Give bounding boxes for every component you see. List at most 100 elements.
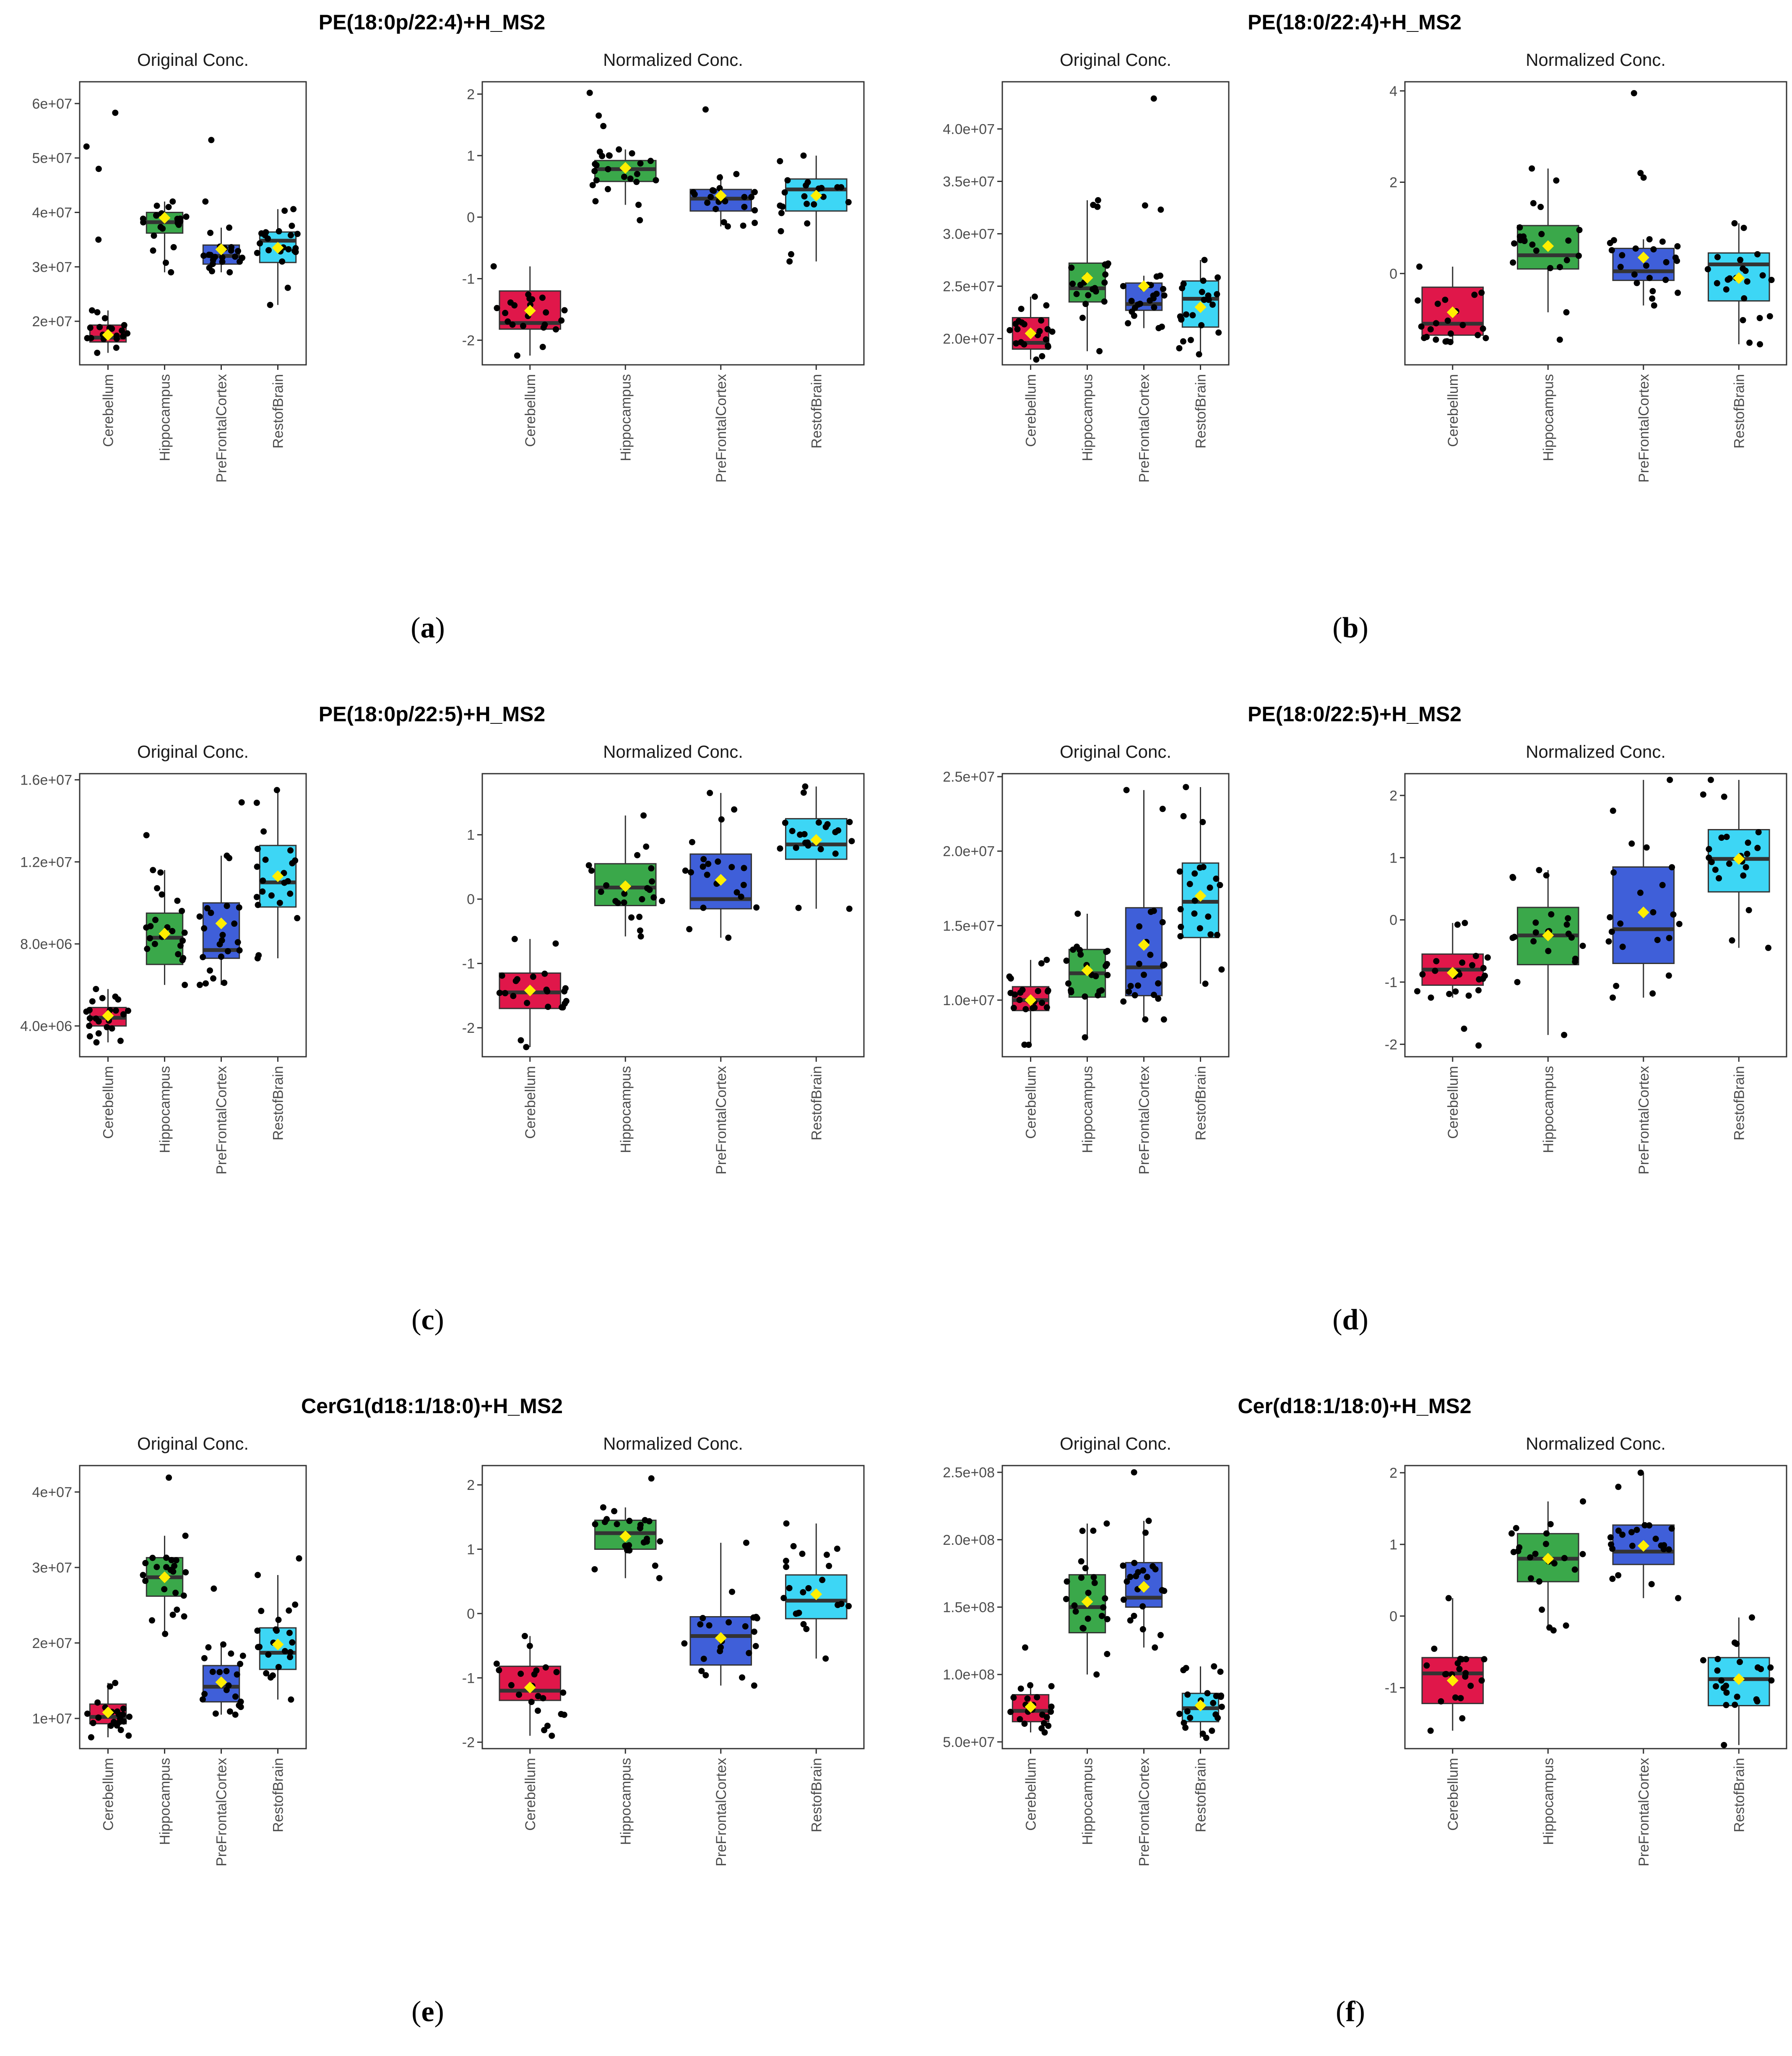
y-tick-label: 1 (1389, 850, 1397, 866)
data-point (700, 856, 707, 863)
data-point (1608, 247, 1615, 254)
data-point (153, 1564, 160, 1570)
data-point (1176, 868, 1183, 875)
data-point (800, 1589, 806, 1596)
data-point (208, 268, 215, 275)
data-point (1145, 1518, 1152, 1524)
x-tick-label: Cerebellum (1023, 1758, 1039, 1831)
data-point (1152, 1644, 1158, 1651)
data-point (741, 865, 747, 871)
data-point (1667, 777, 1673, 783)
data-point (237, 1661, 244, 1667)
data-point (1652, 1536, 1659, 1542)
data-point (1199, 819, 1206, 825)
panel-frame (1001, 1465, 1230, 1749)
data-point (157, 224, 164, 230)
data-point (728, 864, 735, 871)
data-point (1085, 1615, 1091, 1622)
mean-marker (102, 1010, 114, 1022)
data-point (1160, 1016, 1167, 1023)
data-point (1619, 944, 1626, 950)
data-point (1445, 1595, 1452, 1601)
panel-normalized: Normalized Conc. -2 -1 0 1 2 Cerebellum Hippoca… (462, 1434, 865, 1866)
data-point (647, 158, 654, 164)
data-point (1765, 944, 1771, 951)
x-tick-label: Hippocampus (618, 374, 634, 461)
data-point (795, 905, 802, 911)
x-tick-label: RestofBrain (1193, 374, 1209, 449)
data-point (1180, 281, 1187, 287)
data-point (224, 853, 230, 859)
mean-marker (1637, 906, 1649, 918)
data-point (603, 882, 610, 889)
data-point (600, 1504, 606, 1511)
data-point (290, 206, 297, 213)
data-point (593, 162, 600, 169)
data-point (94, 349, 101, 356)
data-point (706, 1622, 713, 1629)
data-point (1532, 1550, 1539, 1557)
data-point (543, 309, 549, 316)
data-point (1659, 882, 1666, 889)
data-point (207, 252, 214, 258)
data-point (778, 228, 784, 234)
data-point (1514, 979, 1521, 985)
data-point (89, 998, 96, 1005)
data-point (279, 258, 286, 265)
data-point (1713, 1683, 1719, 1690)
data-point (1480, 325, 1486, 332)
panel-original: Original Conc. 5.0e+07 1.0e+08 1.5e+08 2.0e+… (943, 1434, 1230, 1866)
data-point (1006, 973, 1013, 980)
data-point (1700, 791, 1706, 798)
data-point (1674, 243, 1681, 250)
data-point (704, 871, 710, 878)
data-point (1572, 955, 1579, 962)
data-point (752, 220, 758, 226)
data-point (657, 1538, 663, 1545)
panel-original: Original Conc. 1.0e+07 1.5e+07 2.0e+07 2.5e+… (943, 742, 1230, 1175)
panel-label-open: ( (411, 612, 420, 644)
data-point (226, 224, 233, 231)
data-point (1469, 962, 1475, 969)
data-point (1746, 339, 1753, 346)
data-point (218, 937, 225, 944)
data-point (1700, 1657, 1706, 1664)
data-point (1668, 1525, 1675, 1532)
data-point (236, 904, 242, 911)
data-point (93, 1039, 100, 1046)
data-point (1045, 1723, 1052, 1729)
data-point (1079, 1528, 1086, 1534)
mean-marker (1637, 1540, 1649, 1552)
panel-label-close: ) (1355, 1996, 1365, 2028)
mean-marker (810, 1588, 822, 1600)
chart-title: Cer(d18:1/18:0)+H_MS2 (1238, 1394, 1471, 1418)
data-point (1547, 1521, 1554, 1528)
data-point (119, 327, 125, 334)
data-point (1745, 840, 1751, 846)
data-point (200, 954, 206, 960)
data-point (1218, 1703, 1225, 1710)
data-point (263, 229, 269, 236)
mean-marker (1446, 306, 1459, 318)
y-tick-label: -1 (1385, 975, 1397, 990)
data-point (126, 1713, 133, 1720)
data-point (150, 247, 156, 254)
mean-marker (1025, 994, 1037, 1006)
y-tick-label: 2.5e+07 (943, 769, 995, 785)
data-point (1665, 1546, 1672, 1553)
data-point (707, 790, 713, 796)
data-point (731, 806, 738, 813)
y-tick-label: 2e+07 (32, 1635, 73, 1651)
data-point (1183, 311, 1189, 318)
panel-title-original: Original Conc. (1060, 50, 1171, 70)
data-point (646, 886, 653, 893)
data-point (549, 1732, 555, 1739)
data-point (789, 828, 796, 834)
data-point (640, 812, 647, 819)
data-point (1043, 957, 1050, 963)
mean-marker (715, 190, 727, 202)
data-point (1615, 1484, 1622, 1490)
box-hippocampus (1063, 1520, 1111, 1678)
data-point (1017, 1716, 1023, 1723)
data-point (1432, 967, 1438, 974)
